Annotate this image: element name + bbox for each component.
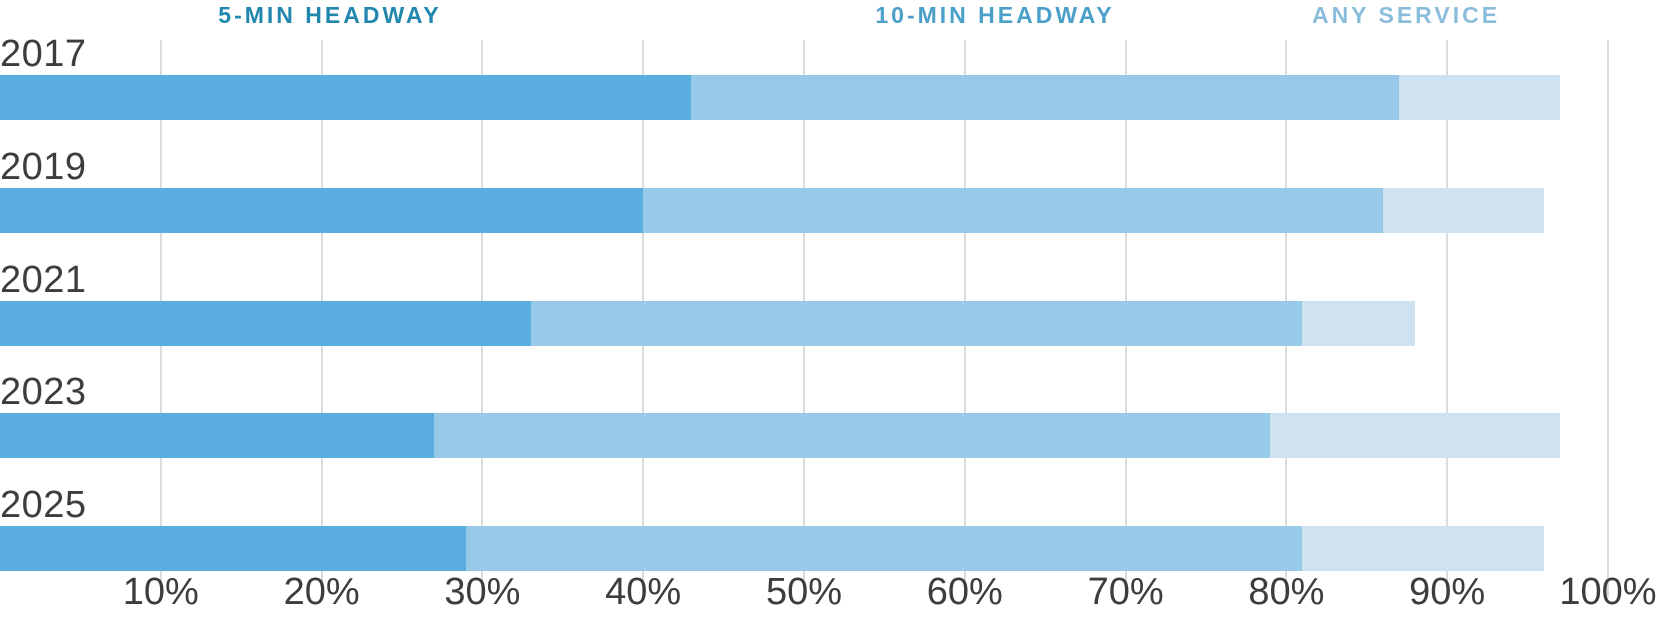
gridline-100 <box>1607 40 1609 597</box>
bar-segment-5-min-headway-2025 <box>0 526 467 571</box>
x-tick-label-30: 30% <box>444 571 521 613</box>
bar-segment-any-service-2023 <box>1270 413 1560 459</box>
gridline-90 <box>1446 40 1449 597</box>
legend-item-any-service: ANY SERVICE <box>1311 2 1501 28</box>
plot-area: 2017 2019 2021 2023 2025 <box>0 35 1609 597</box>
x-tick-label-70: 70% <box>1087 571 1164 613</box>
bar-segment-5-min-headway-2019 <box>0 187 644 233</box>
bar-segment-10-min-headway-2019 <box>643 187 1383 233</box>
year-label-2017: 2017 <box>0 33 87 75</box>
legend-item-10min-headway: 10-MIN HEADWAY <box>875 2 1115 28</box>
bar-row-2025 <box>0 526 1544 571</box>
legend-item-5min-headway: 5-MIN HEADWAY <box>218 2 442 28</box>
bar-segment-10-min-headway-2021 <box>530 300 1303 346</box>
bar-segment-10-min-headway-2017 <box>691 75 1399 120</box>
bar-row-2023 <box>0 413 1560 459</box>
bar-segment-10-min-headway-2025 <box>466 526 1303 571</box>
bar-row-2019 <box>0 187 1544 233</box>
x-tick-label-60: 60% <box>926 571 1003 613</box>
year-label-2023: 2023 <box>0 371 87 414</box>
x-tick-label-100: 100% <box>1559 571 1657 613</box>
bar-row-2017 <box>0 75 1560 120</box>
x-tick-label-50: 50% <box>765 571 843 613</box>
year-label-2019: 2019 <box>0 145 87 188</box>
bar-segment-any-service-2021 <box>1302 300 1415 346</box>
year-label-2025: 2025 <box>0 484 87 526</box>
bar-segment-any-service-2025 <box>1302 526 1544 571</box>
bar-segment-5-min-headway-2021 <box>0 300 531 346</box>
bar-segment-any-service-2017 <box>1398 75 1560 120</box>
bar-segment-5-min-headway-2023 <box>0 413 435 459</box>
year-label-2021: 2021 <box>0 258 87 301</box>
bar-row-2021 <box>0 300 1415 346</box>
x-tick-label-90: 90% <box>1409 571 1486 613</box>
x-axis: 10% 20% 30% 40% 50% 60% 70% 80% 90% 100% <box>0 571 1657 622</box>
bar-segment-10-min-headway-2023 <box>434 413 1271 459</box>
x-tick-label-80: 80% <box>1248 571 1325 613</box>
bar-segment-any-service-2019 <box>1382 187 1544 233</box>
x-tick-label-20: 20% <box>283 571 360 613</box>
x-tick-label-40: 40% <box>605 571 682 613</box>
x-tick-label-10: 10% <box>122 571 199 613</box>
bar-segment-5-min-headway-2017 <box>0 75 692 120</box>
chart-legend: 5-MIN HEADWAY 10-MIN HEADWAY ANY SERVICE <box>0 0 1657 30</box>
